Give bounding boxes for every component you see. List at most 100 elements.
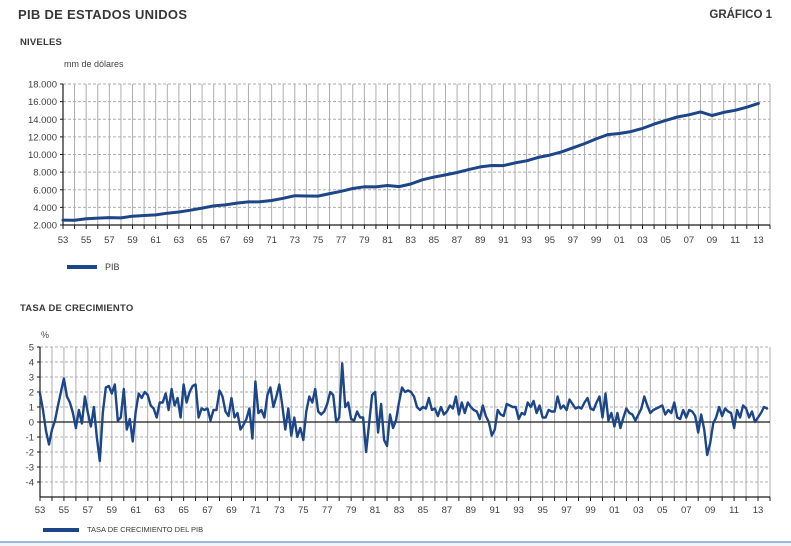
svg-text:63: 63 xyxy=(174,235,185,246)
svg-text:87: 87 xyxy=(442,505,453,516)
svg-text:5: 5 xyxy=(29,343,34,354)
svg-text:4.000: 4.000 xyxy=(33,203,57,214)
svg-text:-3: -3 xyxy=(26,463,34,474)
svg-text:71: 71 xyxy=(250,505,261,516)
x-tick-labels: 53 55 57 59 61 63 65 67 69 71 73 75 77 79 81 83 85 87 89 91… xyxy=(35,505,764,516)
page-title: PIB DE ESTADOS UNIDOS xyxy=(18,7,188,22)
svg-text:77: 77 xyxy=(336,235,347,246)
svg-text:55: 55 xyxy=(81,235,92,246)
tasa-chart: 5 4 3 2 1 0 -1 -2 -3 -4 53 55 57 59 61 63 65 67 69 71 73 75 77… xyxy=(26,343,771,516)
svg-text:61: 61 xyxy=(130,505,141,516)
svg-text:2: 2 xyxy=(29,388,34,399)
svg-text:69: 69 xyxy=(243,235,254,246)
pib-levels-line xyxy=(61,101,760,222)
svg-text:13: 13 xyxy=(753,235,764,246)
y-tick-labels: 5 4 3 2 1 0 -1 -2 -3 -4 xyxy=(26,343,34,489)
svg-text:12.000: 12.000 xyxy=(28,132,57,143)
tasa-legend: TASA DE CRECIMIENTO DEL PIB xyxy=(43,525,203,534)
svg-text:97: 97 xyxy=(561,505,572,516)
svg-text:6.000: 6.000 xyxy=(33,185,57,196)
pib-legend-label: PIB xyxy=(105,262,120,272)
niveles-section-title: NIVELES xyxy=(20,37,63,48)
svg-text:05: 05 xyxy=(660,235,671,246)
svg-text:71: 71 xyxy=(266,235,277,246)
svg-text:2.000: 2.000 xyxy=(33,221,57,232)
svg-text:65: 65 xyxy=(197,235,208,246)
svg-text:01: 01 xyxy=(609,505,620,516)
svg-text:-2: -2 xyxy=(26,448,34,459)
svg-text:53: 53 xyxy=(35,505,46,516)
svg-text:16.000: 16.000 xyxy=(28,97,57,108)
x-tick-labels: 53 55 57 59 61 63 65 67 69 71 73 75 77 79 81 83 85 87 89 91… xyxy=(58,235,764,246)
svg-text:93: 93 xyxy=(513,505,524,516)
svg-text:79: 79 xyxy=(346,505,357,516)
svg-text:97: 97 xyxy=(568,235,579,246)
svg-text:13: 13 xyxy=(753,505,764,516)
svg-text:57: 57 xyxy=(83,505,94,516)
svg-text:09: 09 xyxy=(707,235,718,246)
svg-text:1: 1 xyxy=(29,403,34,414)
svg-text:87: 87 xyxy=(452,235,463,246)
svg-text:73: 73 xyxy=(290,235,301,246)
pib-legend-swatch xyxy=(67,265,97,269)
svg-text:55: 55 xyxy=(59,505,70,516)
svg-text:91: 91 xyxy=(498,235,509,246)
svg-text:8.000: 8.000 xyxy=(33,168,57,179)
svg-text:-1: -1 xyxy=(26,433,34,444)
pib-growth-line xyxy=(38,362,769,463)
svg-text:83: 83 xyxy=(405,235,416,246)
svg-text:03: 03 xyxy=(637,235,648,246)
tasa-legend-label: TASA DE CRECIMIENTO DEL PIB xyxy=(87,525,204,534)
tasa-legend-swatch xyxy=(43,527,79,532)
svg-text:95: 95 xyxy=(544,235,555,246)
svg-text:99: 99 xyxy=(591,235,602,246)
svg-text:-4: -4 xyxy=(26,478,34,489)
svg-text:95: 95 xyxy=(537,505,548,516)
svg-text:53: 53 xyxy=(58,235,69,246)
footer-separator xyxy=(0,541,791,543)
svg-text:67: 67 xyxy=(220,235,231,246)
svg-text:75: 75 xyxy=(298,505,309,516)
svg-text:07: 07 xyxy=(681,505,692,516)
svg-text:18.000: 18.000 xyxy=(28,80,57,91)
svg-text:73: 73 xyxy=(274,505,285,516)
svg-text:77: 77 xyxy=(322,505,333,516)
svg-text:81: 81 xyxy=(382,235,393,246)
gridlines xyxy=(63,83,771,225)
svg-text:3: 3 xyxy=(29,373,34,384)
figure-label: GRÁFICO 1 xyxy=(709,9,772,21)
niveles-unit-label: mm de dólares xyxy=(64,59,124,69)
tasa-section-title: TASA DE CRECIMIENTO xyxy=(20,303,134,314)
svg-text:09: 09 xyxy=(705,505,716,516)
svg-text:11: 11 xyxy=(729,505,739,516)
svg-text:83: 83 xyxy=(394,505,405,516)
svg-text:99: 99 xyxy=(585,505,596,516)
svg-text:89: 89 xyxy=(466,505,477,516)
svg-text:05: 05 xyxy=(657,505,668,516)
svg-text:67: 67 xyxy=(202,505,213,516)
svg-text:91: 91 xyxy=(489,505,500,516)
axes xyxy=(60,83,771,229)
svg-text:10.000: 10.000 xyxy=(28,150,57,161)
svg-text:11: 11 xyxy=(730,235,740,246)
svg-text:65: 65 xyxy=(178,505,189,516)
pib-legend: PIB xyxy=(67,262,120,272)
axes xyxy=(37,346,771,501)
svg-text:57: 57 xyxy=(104,235,115,246)
svg-text:59: 59 xyxy=(107,505,118,516)
svg-text:85: 85 xyxy=(429,235,440,246)
svg-text:03: 03 xyxy=(633,505,644,516)
svg-text:14.000: 14.000 xyxy=(28,115,57,126)
svg-text:63: 63 xyxy=(154,505,165,516)
svg-text:59: 59 xyxy=(127,235,138,246)
svg-text:81: 81 xyxy=(370,505,381,516)
svg-text:69: 69 xyxy=(226,505,237,516)
svg-text:75: 75 xyxy=(313,235,324,246)
svg-text:0: 0 xyxy=(29,418,34,429)
footer-strip xyxy=(0,543,791,546)
niveles-chart: 2.000 4.000 6.000 8.000 10.000 12.000 14.000 16… xyxy=(28,80,771,246)
svg-text:89: 89 xyxy=(475,235,486,246)
y-tick-labels: 2.000 4.000 6.000 8.000 10.000 12.000 14.000 16… xyxy=(28,80,57,232)
svg-text:85: 85 xyxy=(418,505,429,516)
